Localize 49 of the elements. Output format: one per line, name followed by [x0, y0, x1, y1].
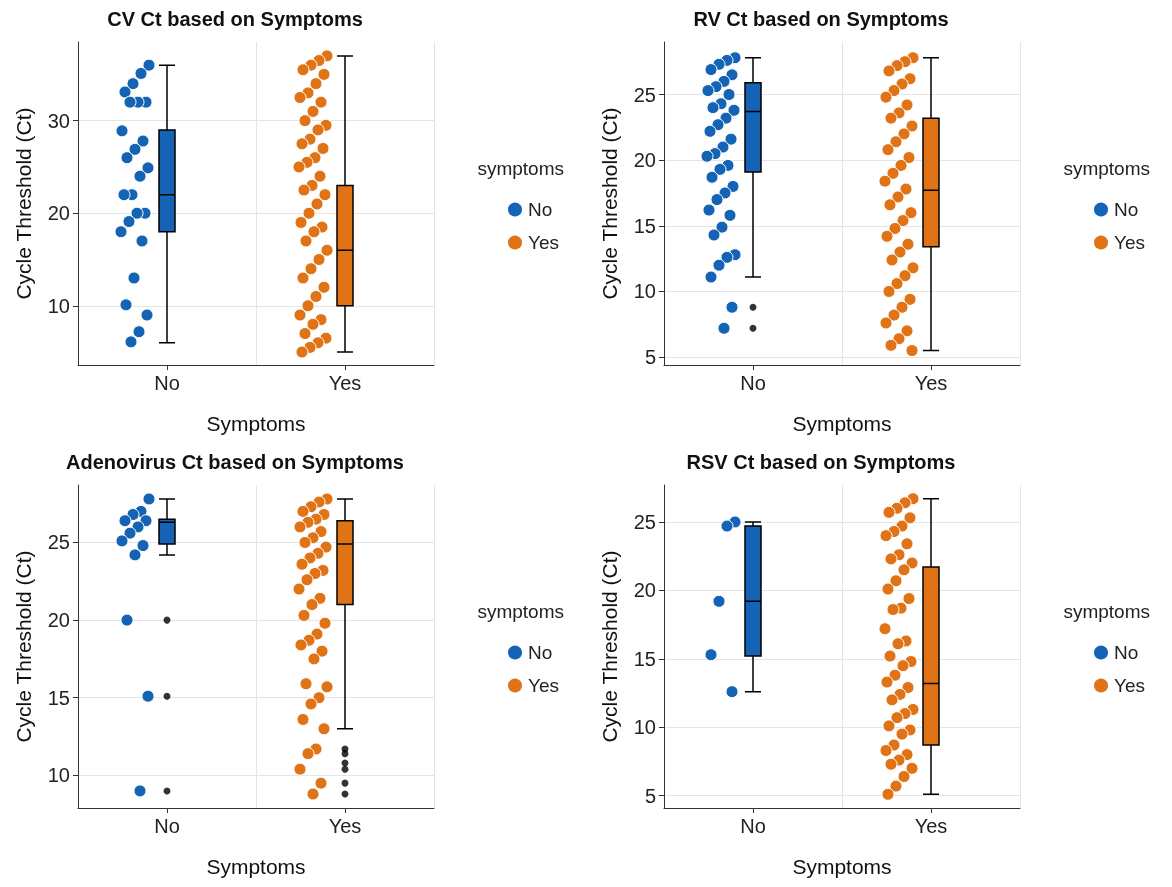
y-tick-label: 10: [633, 280, 656, 303]
legend-label: Yes: [528, 232, 559, 253]
chart-title: RSV Ct based on Symptoms: [686, 451, 956, 473]
y-tick-label: 30: [47, 109, 70, 132]
chart-title: CV Ct based on Symptoms: [107, 8, 363, 30]
y-tick-label: 25: [47, 531, 70, 554]
chart-title: RV Ct based on Symptoms: [693, 8, 949, 30]
y-tick-label: 15: [633, 647, 656, 670]
chart-title: Adenovirus Ct based on Symptoms: [66, 451, 404, 473]
y-tick-label: 10: [47, 294, 70, 317]
x-tick-label: Yes: [328, 815, 362, 837]
x-axis-title: Symptoms: [792, 412, 892, 435]
legend-label: Yes: [528, 675, 559, 696]
y-tick-label: 5: [644, 346, 656, 369]
y-tick-label: 5: [644, 784, 656, 807]
x-tick-label: No: [740, 372, 766, 394]
y-tick-label: 20: [47, 202, 70, 225]
legend-title: symptoms: [1063, 158, 1151, 179]
legend-label: No: [1114, 199, 1139, 220]
x-axis-title: Symptoms: [206, 412, 306, 435]
x-tick-label: No: [154, 815, 180, 837]
y-tick-label: 20: [47, 609, 70, 632]
x-tick-label: Yes: [914, 815, 948, 837]
x-tick-label: No: [154, 372, 180, 394]
x-axis-title: Symptoms: [792, 855, 892, 878]
legend-label: No: [528, 642, 553, 663]
y-tick-label: 10: [47, 764, 70, 787]
y-tick-label: 20: [633, 579, 656, 602]
x-axis-title: Symptoms: [206, 855, 306, 878]
x-tick-label: No: [740, 815, 766, 837]
y-axis-title: Cycle Threshold (Ct): [598, 550, 621, 743]
x-tick-label: Yes: [328, 372, 362, 394]
y-axis-title: Cycle Threshold (Ct): [12, 550, 35, 743]
y-tick-label: 10: [633, 716, 656, 739]
y-tick-label: 15: [633, 214, 656, 237]
y-tick-label: 25: [633, 510, 656, 533]
legend-label: No: [1114, 642, 1139, 663]
legend-label: Yes: [1114, 232, 1145, 253]
y-axis-title: Cycle Threshold (Ct): [598, 107, 621, 300]
y-tick-label: 25: [633, 83, 656, 106]
legend-title: symptoms: [477, 158, 565, 179]
legend-label: No: [528, 199, 553, 220]
legend-title: symptoms: [477, 601, 565, 622]
legend-title: symptoms: [1063, 601, 1151, 622]
y-tick-label: 15: [47, 686, 70, 709]
y-axis-title: Cycle Threshold (Ct): [12, 107, 35, 300]
legend-label: Yes: [1114, 675, 1145, 696]
y-tick-label: 20: [633, 149, 656, 172]
x-tick-label: Yes: [914, 372, 948, 394]
